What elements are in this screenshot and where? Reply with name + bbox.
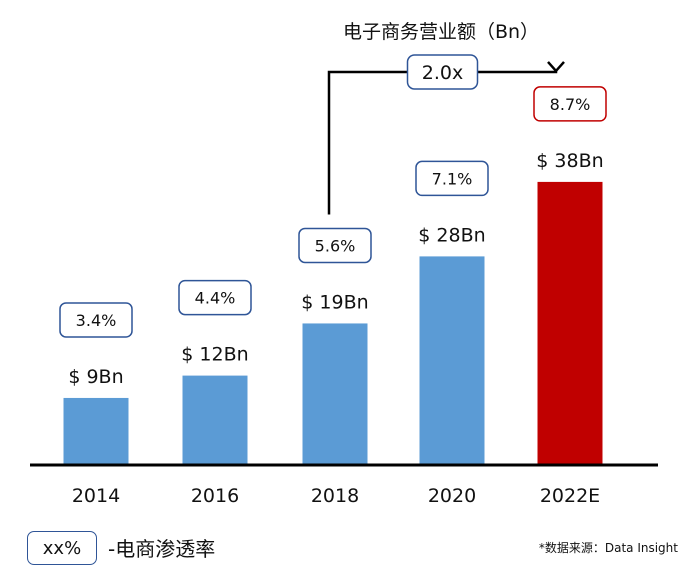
legend-sample-box: xx% [27, 531, 97, 565]
value-label-2018: $ 19Bn [301, 291, 368, 313]
value-label-2020: $ 28Bn [418, 224, 485, 246]
penetration-label-2016: 4.4% [195, 289, 236, 308]
tick-label-2018: 2018 [311, 485, 359, 507]
bar-2016 [182, 375, 248, 465]
growth-multiplier-box [406, 54, 479, 90]
value-label-2022E: $ 38Bn [536, 150, 603, 172]
legend-label: -电商渗透率 [108, 537, 216, 561]
value-label-2014: $ 9Bn [68, 366, 123, 388]
penetration-label-2020: 7.1% [432, 169, 473, 188]
penetration-box-2018 [298, 227, 372, 264]
bar-2020 [419, 256, 485, 465]
penetration-box-2016 [178, 279, 252, 316]
penetration-label-2018: 5.6% [315, 236, 356, 255]
growth-multiplier-label: 2.0x [422, 62, 463, 84]
bar-2022E [537, 181, 603, 465]
source-note: *数据来源：Data Insight [538, 541, 678, 555]
tick-label-2022E: 2022E [540, 485, 600, 507]
bar-2018 [302, 323, 368, 465]
tick-label-2014: 2014 [72, 485, 120, 507]
penetration-label-2022E: 8.7% [550, 95, 591, 114]
bar-2014 [63, 397, 129, 465]
growth-annotation: 2.0x [327, 54, 565, 215]
penetration-box-2022E [533, 86, 607, 122]
penetration-box-2014 [59, 302, 133, 338]
growth-arrow-head [547, 61, 565, 73]
tick-label-2020: 2020 [428, 485, 476, 507]
chart-title: 电子商务营业额（Bn） [343, 21, 539, 43]
penetration-box-2020 [415, 160, 489, 197]
value-label-2016: $ 12Bn [181, 344, 248, 366]
bars-group: $ 9Bn 3.4% 2014 $ 12Bn 4.4% 2016 $ 19Bn 5.6% 201… [59, 86, 607, 507]
penetration-label-2014: 3.4% [76, 311, 117, 330]
tick-label-2016: 2016 [191, 485, 239, 507]
